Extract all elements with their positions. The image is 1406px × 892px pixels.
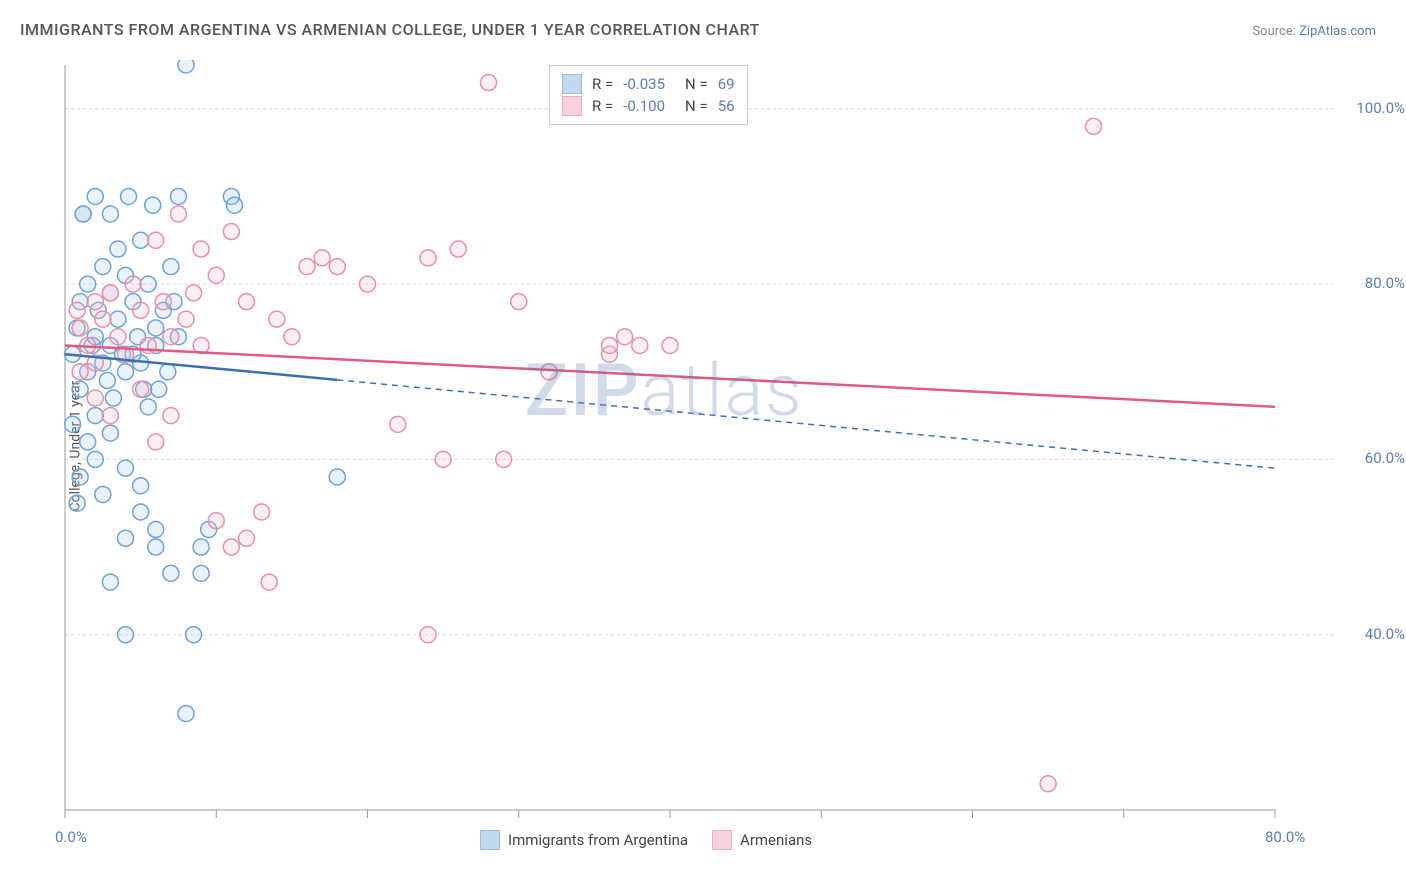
chart-container: { "title": "IMMIGRANTS FROM ARGENTINA VS…	[0, 0, 1406, 892]
legend-n-label: N =	[685, 97, 708, 115]
legend-series-name: Armenians	[740, 831, 812, 849]
legend-bottom-item: Armenians	[712, 830, 812, 850]
legend-n-value: 56	[718, 97, 735, 115]
chart-plot-area: ZIPatlas R = -0.035 N = 69 R = -0.100 N …	[55, 60, 1345, 850]
source-label: Source:	[1252, 24, 1295, 39]
legend-swatch	[480, 830, 500, 850]
legend-bottom-item: Immigrants from Argentina	[480, 830, 688, 850]
legend-swatch	[562, 96, 582, 116]
scatter-plot-svg	[55, 60, 1345, 850]
legend-n-label: N =	[685, 75, 708, 93]
chart-title: IMMIGRANTS FROM ARGENTINA VS ARMENIAN CO…	[20, 20, 760, 39]
legend-r-value: -0.035	[623, 75, 665, 93]
source-attribution: Source: ZipAtlas.com	[1252, 24, 1376, 39]
y-tick-label: 40.0%	[1365, 625, 1405, 643]
legend-r-value: -0.100	[623, 97, 665, 115]
legend-row: R = -0.035 N = 69	[562, 74, 735, 94]
series-legend: Immigrants from Argentina Armenians	[480, 830, 812, 850]
legend-n-value: 69	[718, 75, 735, 93]
y-tick-label: 60.0%	[1365, 449, 1405, 467]
legend-r-label: R =	[592, 97, 613, 115]
legend-row: R = -0.100 N = 56	[562, 96, 735, 116]
legend-swatch	[562, 74, 582, 94]
y-tick-label: 80.0%	[1365, 274, 1405, 292]
x-tick-label: 80.0%	[1265, 828, 1305, 846]
x-tick-label: 0.0%	[55, 828, 87, 846]
legend-swatch	[712, 830, 732, 850]
legend-series-name: Immigrants from Argentina	[508, 831, 688, 849]
y-tick-label: 100.0%	[1356, 99, 1405, 117]
source-link[interactable]: ZipAtlas.com	[1299, 24, 1376, 39]
correlation-legend: R = -0.035 N = 69 R = -0.100 N = 56	[549, 65, 748, 125]
legend-r-label: R =	[592, 75, 613, 93]
